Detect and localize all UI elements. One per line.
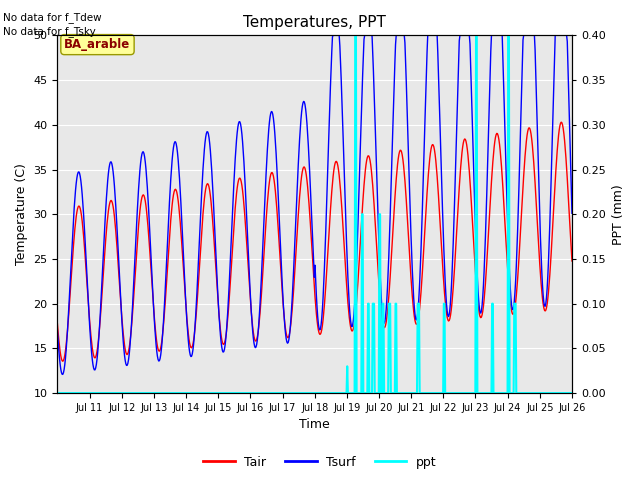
Y-axis label: Temperature (C): Temperature (C): [15, 163, 28, 265]
Legend: Tair, Tsurf, ppt: Tair, Tsurf, ppt: [198, 451, 442, 474]
Text: No data for f_Tdew: No data for f_Tdew: [3, 12, 102, 23]
Text: No data for f_Tsky: No data for f_Tsky: [3, 26, 96, 37]
Y-axis label: PPT (mm): PPT (mm): [612, 184, 625, 245]
X-axis label: Time: Time: [300, 419, 330, 432]
Title: Temperatures, PPT: Temperatures, PPT: [243, 15, 386, 30]
Text: BA_arable: BA_arable: [65, 38, 131, 51]
